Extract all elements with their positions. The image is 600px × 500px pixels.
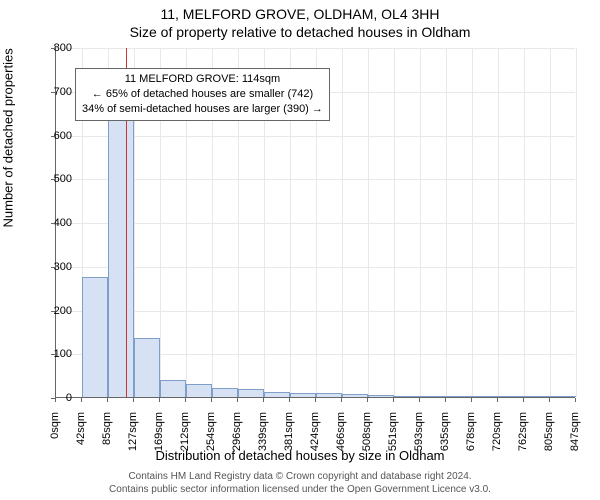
histogram-bar: [82, 277, 108, 397]
x-tick-label: 762sqm: [517, 412, 529, 472]
histogram-bar: [134, 338, 160, 397]
x-tick-label: 508sqm: [361, 412, 373, 472]
footer-attribution: Contains HM Land Registry data © Crown c…: [0, 470, 600, 496]
histogram-bar: [316, 393, 342, 397]
chart-container: 11, MELFORD GROVE, OLDHAM, OL4 3HH Size …: [0, 0, 600, 500]
y-tick-label: 700: [54, 86, 72, 98]
title-main: 11, MELFORD GROVE, OLDHAM, OL4 3HH: [0, 0, 600, 22]
y-tick-label: 400: [54, 217, 72, 229]
y-tick-label: 0: [66, 392, 72, 404]
histogram-bar: [394, 396, 420, 397]
x-tick-label: 424sqm: [309, 412, 321, 472]
x-tick-label: 212sqm: [179, 412, 191, 472]
histogram-bar: [472, 396, 498, 397]
x-tick-label: 0sqm: [49, 412, 61, 472]
footer-line-2: Contains public sector information licen…: [0, 483, 600, 496]
x-tick-label: 254sqm: [205, 412, 217, 472]
annotation-box: 11 MELFORD GROVE: 114sqm ← 65% of detach…: [75, 68, 330, 121]
y-tick-label: 600: [54, 130, 72, 142]
x-tick-label: 85sqm: [101, 412, 113, 472]
histogram-bar: [264, 392, 290, 397]
histogram-bar: [238, 389, 264, 397]
x-tick-label: 720sqm: [491, 412, 503, 472]
x-tick-label: 466sqm: [335, 412, 347, 472]
histogram-bar: [368, 395, 394, 397]
x-tick-label: 169sqm: [153, 412, 165, 472]
x-tick-label: 805sqm: [543, 412, 555, 472]
x-tick-label: 339sqm: [257, 412, 269, 472]
x-tick-label: 635sqm: [439, 412, 451, 472]
histogram-bar: [498, 396, 524, 397]
annotation-line-2: ← 65% of detached houses are smaller (74…: [82, 87, 323, 102]
histogram-bar: [160, 380, 186, 397]
footer-line-1: Contains HM Land Registry data © Crown c…: [0, 470, 600, 483]
histogram-bar: [446, 396, 472, 397]
annotation-line-1: 11 MELFORD GROVE: 114sqm: [82, 72, 323, 87]
title-sub: Size of property relative to detached ho…: [0, 22, 600, 40]
histogram-bar: [290, 393, 316, 397]
y-tick-label: 800: [54, 42, 72, 54]
y-tick-label: 200: [54, 305, 72, 317]
histogram-bar: [524, 396, 550, 397]
y-axis-label: Number of detached properties: [1, 48, 16, 227]
histogram-bar: [108, 113, 134, 397]
x-tick-label: 847sqm: [569, 412, 581, 472]
x-tick-label: 678sqm: [465, 412, 477, 472]
x-axis-label: Distribution of detached houses by size …: [0, 448, 600, 463]
y-tick-label: 500: [54, 173, 72, 185]
x-tick-label: 381sqm: [283, 412, 295, 472]
histogram-bar: [550, 396, 576, 397]
y-tick-label: 100: [54, 348, 72, 360]
x-tick-label: 296sqm: [231, 412, 243, 472]
histogram-bar: [342, 394, 368, 398]
x-tick-label: 593sqm: [413, 412, 425, 472]
histogram-bar: [212, 388, 238, 397]
x-tick-label: 551sqm: [387, 412, 399, 472]
y-tick-label: 300: [54, 261, 72, 273]
x-tick-label: 127sqm: [127, 412, 139, 472]
annotation-line-3: 34% of semi-detached houses are larger (…: [82, 102, 323, 117]
histogram-bar: [186, 384, 212, 397]
histogram-bar: [420, 396, 446, 397]
x-tick-label: 42sqm: [75, 412, 87, 472]
